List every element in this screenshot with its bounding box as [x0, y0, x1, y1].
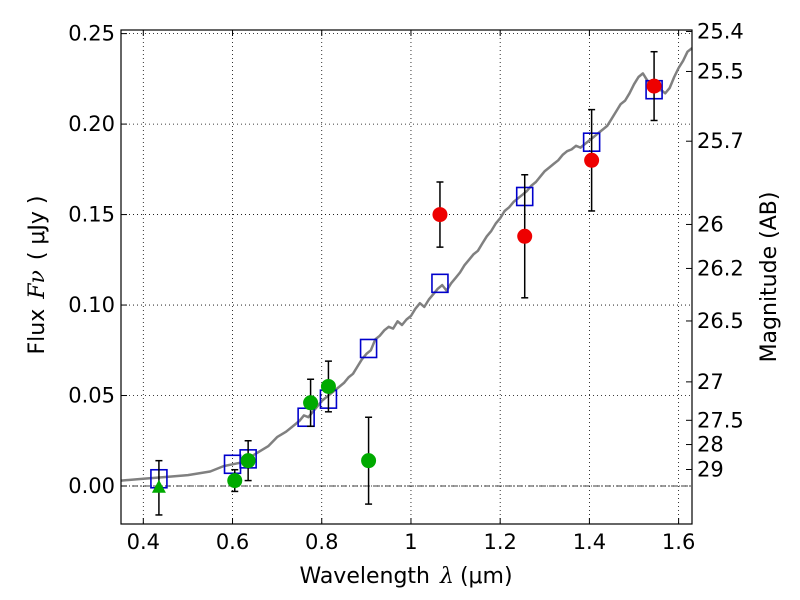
x-axis-label: Wavelength λ (μm)	[299, 564, 512, 589]
plot-frame	[120, 29, 693, 525]
plot-area	[120, 47, 693, 516]
x-tick-label: 1.4	[573, 530, 606, 554]
y-tick-label: 0.25	[68, 22, 115, 46]
y-axis-label: FluxFν( μJy )	[25, 195, 50, 354]
y-tick-label: 0.00	[68, 474, 115, 498]
observed-nir-point	[646, 78, 662, 94]
magnitude-tick-label: 25.4	[697, 19, 744, 43]
magnitude-tick-label: 27.5	[697, 408, 744, 432]
x-tick-label: 0.8	[305, 530, 338, 554]
observed-optical-point	[227, 473, 243, 489]
x-tick-label: 1.2	[483, 530, 516, 554]
template-spectrum-line	[120, 47, 693, 482]
observed-nir-point	[432, 207, 448, 223]
observed-optical-point	[320, 378, 336, 394]
magnitude-tick-label: 26.2	[697, 256, 744, 280]
x-tick-label: 0.4	[127, 530, 160, 554]
model-photometry-square	[431, 273, 449, 294]
tick-labels: 0.4 0.6 0.8 1 1.2 1.4 1.6 0.00 0.05 0.10 0.15 0.20 0…	[68, 19, 744, 554]
y-tick-label: 0.15	[68, 203, 115, 227]
observed-optical-point	[303, 395, 319, 411]
x-tick-label: 1.6	[662, 530, 695, 554]
observed-nir-point	[584, 152, 600, 168]
magnitude-tick-label: 26.5	[697, 309, 744, 333]
observed-nir-point	[517, 228, 533, 244]
observed-optical-point	[240, 453, 256, 469]
magnitude-tick-label: 29	[697, 457, 724, 481]
x-tick-label: 1	[404, 530, 417, 554]
magnitude-tick-label: 27	[697, 370, 724, 394]
magnitude-tick-label: 25.5	[697, 59, 744, 83]
y-tick-label: 0.20	[68, 112, 115, 136]
magnitude-tick-label: 26	[697, 212, 724, 236]
magnitude-tick-label: 25.7	[697, 129, 744, 153]
y-tick-label: 0.10	[68, 293, 115, 317]
magnitude-tick-label: 28	[697, 433, 724, 457]
y-tick-label: 0.05	[68, 384, 115, 408]
upper-limit-triangle	[151, 479, 166, 493]
x-tick-label: 0.6	[216, 530, 249, 554]
observed-optical-point	[361, 453, 377, 469]
right-axis-label: Magnitude (AB)	[757, 192, 782, 363]
model-photometry-square	[359, 338, 378, 359]
tick-marks	[121, 30, 692, 524]
